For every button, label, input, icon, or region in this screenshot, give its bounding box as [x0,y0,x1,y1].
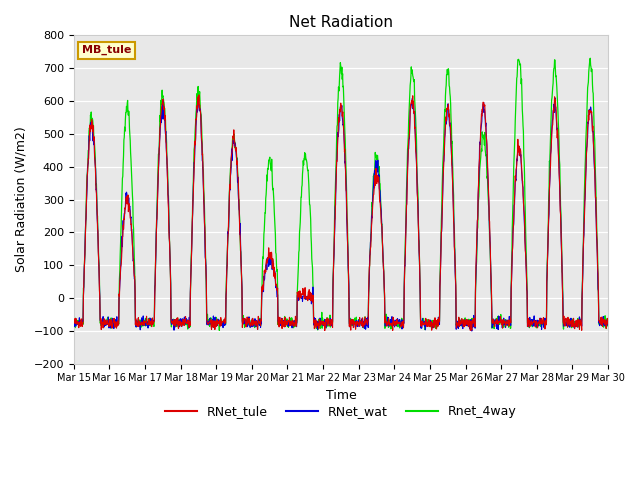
Text: MB_tule: MB_tule [82,45,131,56]
Rnet_4way [424,322,432,327]
Rnet_4way [189,204,196,210]
Rnet_4way [216,327,223,333]
Rnet_4way [494,313,502,319]
Rnet_4way [70,316,77,322]
RNet_wat [604,321,612,326]
Rnet_4way [541,320,548,325]
RNet_tule [424,322,432,327]
RNet_wat [70,316,77,322]
RNet_wat [468,328,476,334]
X-axis label: Time: Time [326,389,356,402]
RNet_wat [551,95,559,101]
RNet_wat [541,315,548,321]
Line: RNet_tule: RNet_tule [74,95,608,331]
RNet_tule [189,211,196,217]
RNet_tule [195,92,203,98]
RNet_wat [248,315,256,321]
RNet_tule [249,315,257,321]
Line: Rnet_4way: Rnet_4way [74,58,608,330]
RNet_tule [70,319,77,324]
Rnet_4way [176,322,184,327]
RNet_tule [604,319,612,325]
RNet_wat [176,324,184,330]
Rnet_4way [586,55,594,61]
RNet_wat [494,319,502,324]
Line: RNet_wat: RNet_wat [74,98,608,331]
RNet_tule [494,322,502,327]
RNet_wat [189,213,196,219]
Title: Net Radiation: Net Radiation [289,15,393,30]
RNet_wat [424,323,431,328]
RNet_tule [541,318,549,324]
Y-axis label: Solar Radiation (W/m2): Solar Radiation (W/m2) [15,127,28,273]
RNet_tule [321,328,328,334]
Rnet_4way [604,316,612,322]
Rnet_4way [249,322,257,327]
RNet_tule [176,323,184,328]
Legend: RNet_tule, RNet_wat, Rnet_4way: RNet_tule, RNet_wat, Rnet_4way [161,400,522,423]
